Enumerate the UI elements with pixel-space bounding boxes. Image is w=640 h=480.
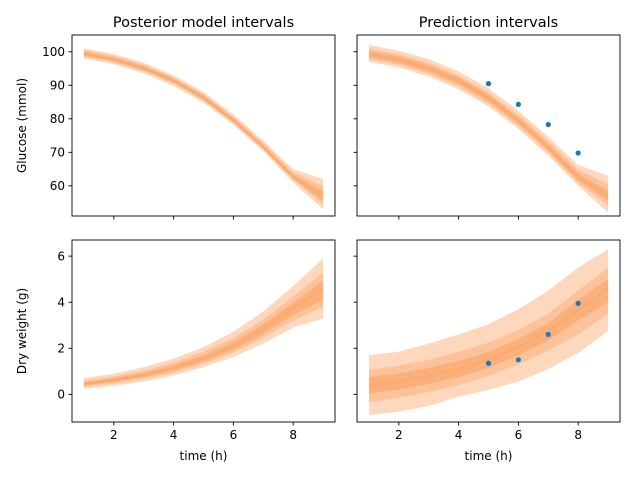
y-axis-label: Glucose (mmol) (15, 78, 29, 173)
panel-posterior-glucose: 60 70 80 90 100 Posterior model intervals Gluc… (15, 15, 336, 220)
y-tick-label: 70 (50, 146, 65, 160)
y-tick-label: 80 (50, 112, 65, 126)
interval-band-2 (83, 272, 324, 387)
interval-band-3 (368, 279, 609, 394)
axes-frame (71, 34, 336, 217)
x-tick-label: 2 (395, 428, 403, 442)
interval-band-1 (368, 45, 609, 213)
y-tick-label: 60 (50, 179, 65, 193)
interval-band-3 (83, 51, 324, 201)
y-tick-label: 0 (57, 388, 65, 402)
data-point (575, 150, 581, 156)
interval-band-2 (83, 50, 324, 205)
x-tick-label: 4 (455, 428, 463, 442)
y-tick-label: 6 (57, 249, 65, 263)
axes-frame (356, 239, 621, 423)
data-point (545, 331, 551, 338)
y-tick-label: 100 (42, 45, 65, 59)
chart-title: Posterior model intervals (113, 15, 294, 31)
x-tick-label: 8 (574, 428, 582, 442)
median-line (83, 288, 324, 385)
y-tick-label: 90 (50, 78, 65, 92)
data-point (485, 360, 492, 366)
x-tick-label: 6 (515, 428, 523, 442)
panel-prediction-glucose: Prediction intervals (353, 15, 621, 220)
interval-band-2 (368, 48, 609, 206)
interval-band-1 (83, 48, 324, 210)
y-tick-label: 4 (57, 295, 65, 309)
x-tick-label: 2 (110, 428, 118, 442)
x-tick-label: 6 (230, 428, 238, 442)
panel-prediction-dry-weight: 2 4 6 8 time (h) (353, 239, 621, 463)
data-point (515, 101, 521, 107)
x-tick-label: 8 (289, 428, 297, 442)
axes-frame (71, 239, 336, 423)
data-point (545, 121, 551, 128)
data-point (575, 300, 581, 306)
data-point (515, 357, 521, 363)
x-axis-label: time (h) (465, 449, 513, 463)
x-axis-label: time (h) (180, 449, 228, 463)
axes-frame (356, 34, 621, 217)
median-line (368, 288, 609, 386)
x-tick-label: 4 (170, 428, 178, 442)
data-point (485, 81, 492, 87)
y-tick-label: 2 (57, 341, 65, 355)
median-line (83, 53, 324, 197)
chart-title: Prediction intervals (419, 15, 558, 31)
median-line (368, 53, 609, 197)
y-axis-label: Dry weight (g) (15, 288, 29, 374)
